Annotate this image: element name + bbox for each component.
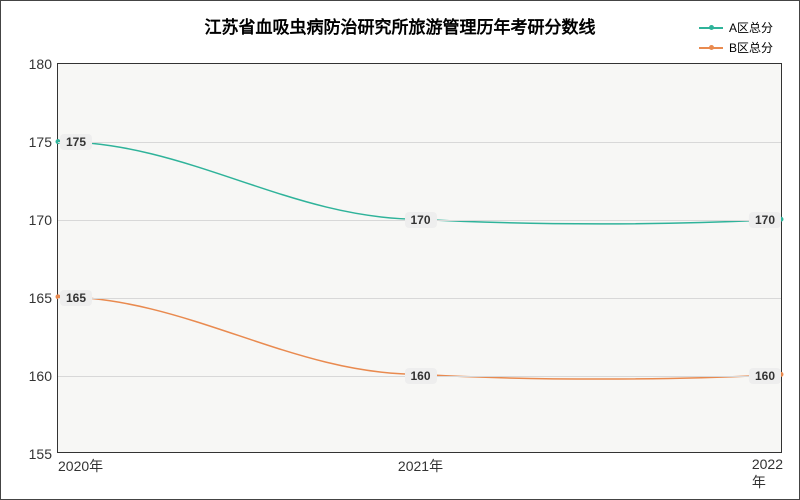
gridline — [58, 142, 781, 143]
legend-swatch-a — [699, 27, 723, 29]
x-axis-label: 2020年 — [58, 452, 103, 476]
series-line — [58, 297, 781, 379]
data-label: 170 — [404, 212, 436, 228]
data-label: 160 — [749, 368, 781, 384]
legend-label-b: B区总分 — [729, 39, 773, 56]
chart-title: 江苏省血吸虫病防治研究所旅游管理历年考研分数线 — [1, 13, 799, 38]
data-label: 170 — [749, 212, 781, 228]
legend-label-a: A区总分 — [729, 19, 773, 36]
legend-swatch-b — [699, 47, 723, 49]
legend-item-b: B区总分 — [699, 39, 773, 56]
y-axis-label: 175 — [29, 134, 58, 150]
y-axis-label: 160 — [29, 368, 58, 384]
data-label: 175 — [60, 134, 92, 150]
legend-dot-a — [709, 25, 714, 30]
chart-svg — [58, 64, 781, 452]
data-label: 160 — [404, 368, 436, 384]
chart-container: 江苏省血吸虫病防治研究所旅游管理历年考研分数线 A区总分 B区总分 155 160… — [0, 0, 800, 500]
legend-dot-b — [709, 45, 714, 50]
legend-item-a: A区总分 — [699, 19, 773, 36]
y-axis-label: 165 — [29, 290, 58, 306]
x-axis-label: 2021年 — [398, 452, 443, 476]
plot-area: 1551601651701751802020年2021年2022年1751701… — [57, 63, 782, 453]
y-axis-label: 180 — [29, 56, 58, 72]
y-axis-label: 155 — [29, 446, 58, 462]
y-axis-label: 170 — [29, 212, 58, 228]
legend: A区总分 B区总分 — [699, 19, 773, 59]
gridline — [58, 298, 781, 299]
x-axis-label: 2022年 — [752, 452, 783, 492]
data-label: 165 — [60, 290, 92, 306]
